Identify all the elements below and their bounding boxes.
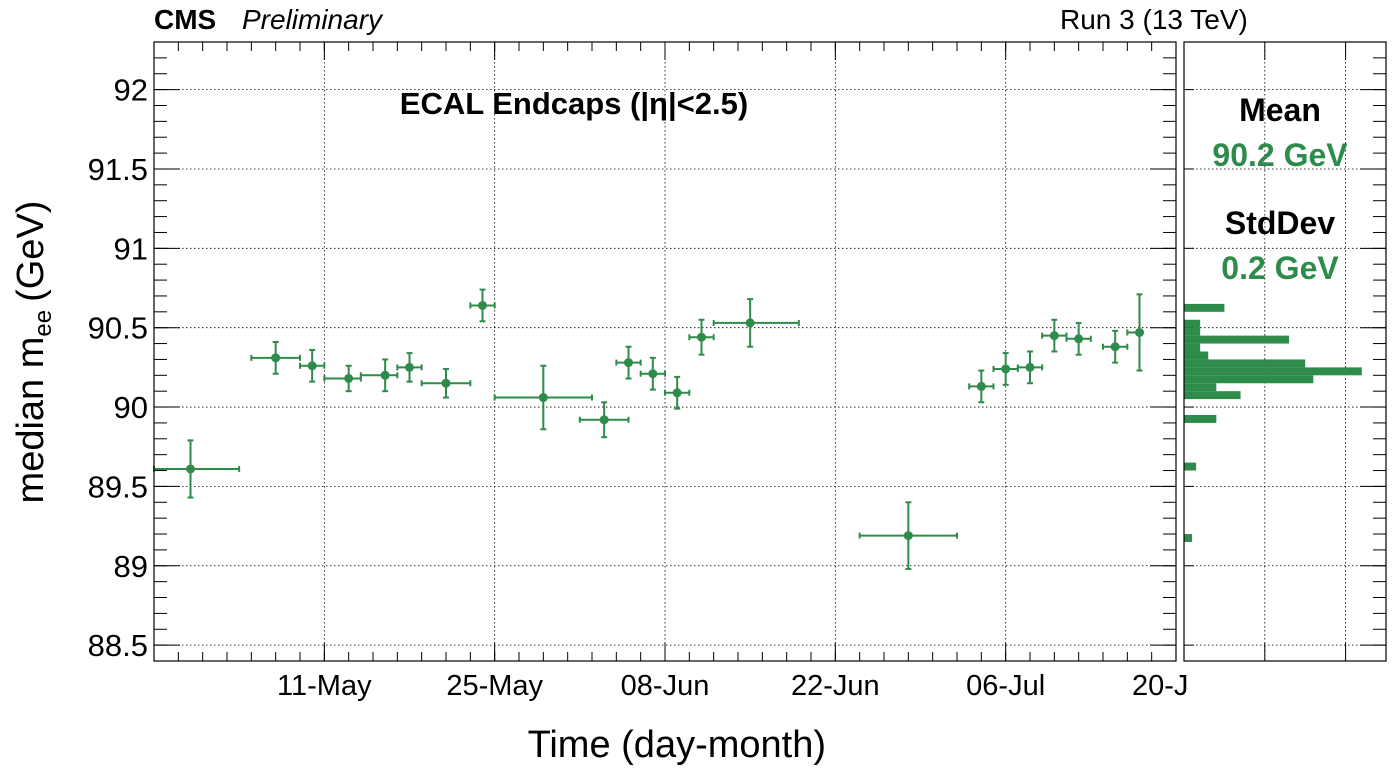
data-marker bbox=[903, 531, 913, 541]
data-marker bbox=[441, 378, 451, 388]
x-tick-labels: 11-May 25-May 08-Jun 22-Jun 06-Jul 20-J bbox=[277, 670, 1188, 702]
x-tick-label: 11-May bbox=[277, 670, 372, 702]
data-marker bbox=[1025, 362, 1035, 372]
histogram-bar bbox=[1184, 414, 1217, 423]
histogram-bar bbox=[1184, 367, 1362, 376]
data-point bbox=[493, 364, 593, 431]
stat-label: Mean bbox=[1239, 92, 1321, 128]
histogram-bar bbox=[1184, 359, 1306, 368]
x-tick-label: 06-Jul bbox=[966, 670, 1045, 702]
data-marker bbox=[271, 353, 281, 363]
data-point bbox=[1126, 293, 1144, 372]
histogram-bar bbox=[1184, 303, 1225, 312]
x-tick-label: 20-J bbox=[1132, 670, 1188, 702]
y-axis-label-subscript: ee bbox=[30, 310, 57, 337]
data-marker bbox=[380, 370, 390, 380]
axis-ticks bbox=[153, 41, 1386, 662]
y-tick-labels: 88.5 89 89.5 90 90.5 91 91.5 92 bbox=[88, 73, 148, 664]
y-axis-label-main: median m bbox=[10, 337, 52, 504]
histogram-bar bbox=[1184, 391, 1241, 400]
data-marker bbox=[672, 388, 682, 398]
y-tick-label: 90.5 bbox=[88, 311, 148, 346]
histogram-bar bbox=[1184, 343, 1201, 352]
data-marker bbox=[1001, 364, 1011, 374]
y-tick-label: 89.5 bbox=[88, 469, 148, 504]
data-point bbox=[396, 352, 423, 383]
data-point bbox=[469, 288, 496, 323]
data-point bbox=[1065, 321, 1092, 356]
histogram-stats: Mean 90.2 GeV StdDev 0.2 GeV bbox=[1212, 92, 1348, 286]
data-point bbox=[712, 298, 800, 348]
y-tick-label: 88.5 bbox=[88, 628, 148, 663]
y-axis-label-unit: (GeV) bbox=[10, 201, 52, 302]
histogram-bar bbox=[1184, 327, 1201, 336]
data-marker bbox=[976, 381, 986, 391]
data-marker bbox=[624, 358, 633, 368]
data-points bbox=[153, 288, 1144, 570]
data-point bbox=[1102, 329, 1129, 364]
data-point bbox=[664, 375, 691, 410]
data-point bbox=[299, 348, 326, 383]
data-point bbox=[1041, 318, 1068, 353]
chart-title: ECAL Endcaps (|η|<2.5) bbox=[400, 86, 748, 121]
data-marker bbox=[478, 300, 487, 310]
stat-value: 0.2 GeV bbox=[1221, 250, 1339, 286]
data-point bbox=[250, 340, 301, 375]
data-marker bbox=[1110, 342, 1120, 352]
data-marker bbox=[1135, 327, 1144, 337]
data-point bbox=[992, 352, 1019, 386]
histogram-bar bbox=[1184, 383, 1217, 392]
data-marker bbox=[186, 464, 195, 474]
data-point bbox=[420, 367, 472, 399]
data-point bbox=[1016, 350, 1044, 385]
y-tick-label: 90 bbox=[114, 390, 148, 425]
data-marker bbox=[344, 373, 354, 383]
x-tick-label: 22-Jun bbox=[791, 670, 880, 702]
x-tick-label: 25-May bbox=[446, 670, 543, 702]
data-marker bbox=[648, 369, 658, 379]
data-point bbox=[359, 358, 399, 393]
data-point bbox=[688, 318, 715, 356]
data-point bbox=[153, 439, 241, 499]
stat-label: StdDev bbox=[1225, 205, 1335, 241]
histogram-bar bbox=[1184, 462, 1197, 471]
data-point bbox=[639, 356, 666, 391]
data-point bbox=[323, 364, 362, 393]
data-marker bbox=[697, 332, 706, 342]
y-tick-label: 89 bbox=[114, 549, 148, 584]
histogram-bar bbox=[1184, 534, 1193, 542]
x-tick-label: 08-Jun bbox=[621, 670, 710, 702]
data-point bbox=[578, 401, 630, 439]
data-marker bbox=[405, 362, 414, 372]
data-point bbox=[615, 345, 642, 380]
histogram-bar bbox=[1184, 351, 1209, 360]
stat-value: 90.2 GeV bbox=[1212, 137, 1348, 173]
status-label: Preliminary bbox=[242, 4, 383, 35]
data-marker bbox=[307, 361, 317, 371]
main-plot-frame bbox=[153, 41, 1177, 662]
data-marker bbox=[745, 318, 755, 328]
y-tick-label: 91.5 bbox=[88, 152, 148, 187]
data-marker bbox=[1074, 334, 1084, 344]
data-marker bbox=[599, 415, 609, 425]
histogram-bar bbox=[1184, 375, 1314, 384]
histogram-bar bbox=[1184, 319, 1201, 328]
data-marker bbox=[1049, 331, 1059, 341]
side-plot-frame bbox=[1183, 41, 1387, 662]
run-label: Run 3 (13 TeV) bbox=[1060, 4, 1248, 35]
histogram-bar bbox=[1184, 335, 1290, 344]
y-tick-label: 92 bbox=[114, 73, 148, 108]
side-histogram bbox=[1184, 303, 1362, 542]
data-point bbox=[968, 369, 995, 404]
experiment-label: CMS bbox=[154, 4, 217, 35]
y-axis-label: median mee (GeV) bbox=[10, 201, 57, 504]
data-point bbox=[858, 501, 958, 570]
y-tick-label: 91 bbox=[114, 231, 148, 266]
x-axis-label: Time (day-month) bbox=[528, 724, 826, 766]
data-marker bbox=[538, 393, 548, 403]
